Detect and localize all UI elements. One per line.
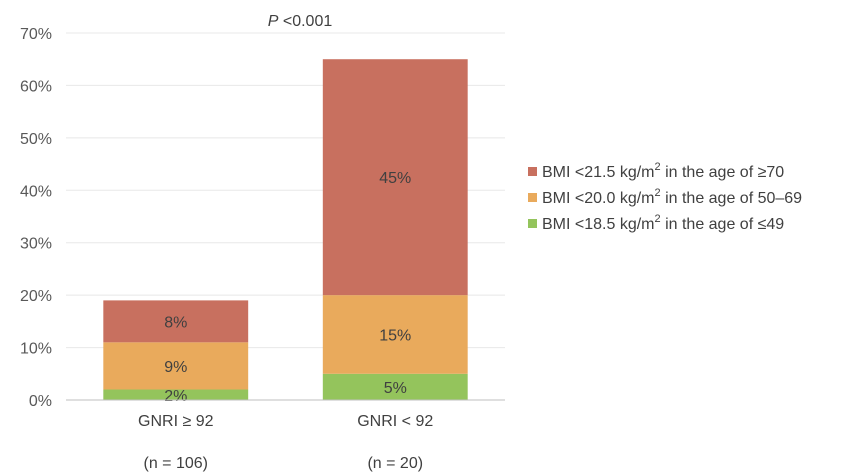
legend-entry: BMI <21.5 kg/m2 in the age of ≥70 xyxy=(542,161,784,181)
y-tick-label: 70% xyxy=(20,26,52,43)
legend-entry: BMI <18.5 kg/m2 in the age of ≤49 xyxy=(542,213,784,233)
data-label: 9% xyxy=(164,359,187,376)
y-tick-label: 30% xyxy=(20,236,52,253)
bars: 2% 9% 8% 5% 15% 45% xyxy=(103,59,468,405)
y-axis-tick-labels: 0% 10% 20% 30% 40% 50% 60% 70% xyxy=(20,26,52,410)
legend-text-main: BMI <18.5 kg/m xyxy=(542,216,655,233)
legend-swatch xyxy=(528,167,537,176)
legend-text-suffix: in the age of ≥70 xyxy=(661,164,785,181)
x-axis-category-labels: GNRI ≥ 92 (n = 106) GNRI < 92 (n = 20) xyxy=(138,413,433,472)
bar-segment xyxy=(103,389,249,400)
legend-swatch xyxy=(528,193,537,202)
p-value-annotation: P <0.001 xyxy=(268,13,333,30)
data-label: 15% xyxy=(379,327,411,344)
bar-segment xyxy=(322,59,468,296)
legend-swatch xyxy=(528,219,537,228)
legend-text-suffix: in the age of ≤49 xyxy=(661,216,785,233)
y-tick-label: 60% xyxy=(20,78,52,95)
data-label: 8% xyxy=(164,314,187,331)
gridlines xyxy=(66,32,505,349)
legend-text-main: BMI <21.5 kg/m xyxy=(542,164,655,181)
y-tick-label: 10% xyxy=(20,341,52,358)
bar-segment xyxy=(103,300,249,343)
y-tick-label: 20% xyxy=(20,288,52,305)
legend-text-superscript: 2 xyxy=(655,187,661,199)
bar-segment xyxy=(322,373,468,400)
category-sublabel: (n = 20) xyxy=(367,455,423,472)
bar-segment xyxy=(322,295,468,374)
legend-text-suffix: in the age of 50–69 xyxy=(661,190,803,207)
bar-segment xyxy=(103,342,249,390)
p-value-symbol: P xyxy=(268,13,279,30)
data-label: 2% xyxy=(164,388,187,405)
legend-text-superscript: 2 xyxy=(655,213,661,225)
category-sublabel: (n = 106) xyxy=(144,455,208,472)
legend-text-main: BMI <20.0 kg/m xyxy=(542,190,655,207)
legend-text-superscript: 2 xyxy=(655,161,661,173)
data-label: 45% xyxy=(379,170,411,187)
y-tick-label: 40% xyxy=(20,183,52,200)
data-label: 5% xyxy=(384,380,407,397)
legend-entry: BMI <20.0 kg/m2 in the age of 50–69 xyxy=(542,187,802,207)
y-tick-label: 0% xyxy=(29,393,52,410)
p-value-text: <0.001 xyxy=(278,13,332,30)
category-label: GNRI ≥ 92 xyxy=(138,413,214,430)
y-tick-label: 50% xyxy=(20,131,52,148)
category-label: GNRI < 92 xyxy=(357,413,433,430)
